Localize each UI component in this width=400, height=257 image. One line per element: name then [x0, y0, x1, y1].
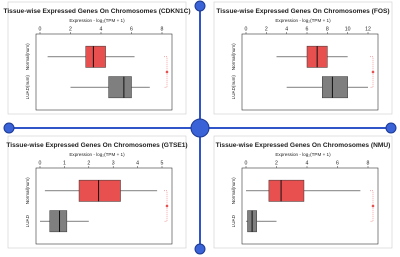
- divider: [3, 0, 397, 255]
- x-tick-label: 1: [63, 160, 66, 166]
- category-label: LUAD(num): [25, 75, 30, 100]
- x-axis-label: Expression - log₂(TPM + 1): [275, 18, 331, 23]
- plot-area: [35, 167, 173, 245]
- category-label: Normal(num): [25, 177, 30, 204]
- plot-area: [35, 33, 173, 111]
- x-tick-label: 8: [161, 26, 164, 32]
- x-tick-label: 2: [275, 160, 278, 166]
- node: [3, 122, 15, 134]
- significance-dot: [165, 204, 169, 208]
- panel-title: Tissue-wise Expressed Genes On Chromosom…: [3, 8, 190, 15]
- box: [49, 210, 68, 233]
- significance-dot: [371, 204, 375, 208]
- x-tick-label: 6: [306, 26, 309, 32]
- node: [385, 122, 397, 134]
- x-axis-label: Expression - log₂(TPM + 1): [275, 152, 331, 157]
- x-tick-label: 0: [39, 160, 42, 166]
- x-tick-label: 3: [112, 160, 115, 166]
- panel-title: Tissue-wise Expressed Genes On Chromosom…: [216, 142, 391, 149]
- x-tick-label: 4: [306, 160, 309, 166]
- x-tick-label: 5: [161, 160, 164, 166]
- node: [194, 243, 206, 255]
- category-label: Normal(num): [25, 43, 30, 70]
- box: [78, 179, 121, 202]
- plot-area: [241, 33, 379, 111]
- x-tick-label: 10: [345, 26, 351, 32]
- box: [85, 45, 106, 68]
- category-label: Normal(num): [231, 43, 236, 70]
- x-tick-label: 8: [326, 26, 329, 32]
- x-tick-label: 2: [265, 26, 268, 32]
- category-label: Normal(num): [231, 177, 236, 204]
- x-tick-label: 0: [39, 26, 42, 32]
- x-tick-label: 0: [245, 160, 248, 166]
- node: [194, 0, 206, 12]
- x-tick-label: 12: [365, 26, 371, 32]
- x-tick-label: 6: [130, 26, 133, 32]
- x-tick-label: 4: [285, 26, 288, 32]
- x-axis-label: Expression - log₂(TPM + 1): [69, 152, 125, 157]
- significance-dot: [165, 70, 169, 74]
- panel: [213, 1, 393, 115]
- box: [268, 179, 305, 202]
- box: [322, 76, 348, 99]
- x-axis-label: Expression - log₂(TPM + 1): [69, 18, 125, 23]
- x-tick-label: 6: [336, 160, 339, 166]
- panel-title: Tissue-wise Expressed Genes On Chromosom…: [6, 142, 187, 149]
- center-node: [190, 118, 210, 138]
- x-tick-label: 4: [100, 26, 103, 32]
- box: [108, 76, 132, 99]
- x-tick-label: 8: [367, 160, 370, 166]
- x-tick-label: 2: [69, 26, 72, 32]
- x-tick-label: 4: [136, 160, 139, 166]
- panel-title: Tissue-wise Expressed Genes On Chromosom…: [216, 8, 389, 15]
- panels: Tissue-wise Expressed Genes On Chromosom…: [3, 1, 393, 249]
- significance-dot: [371, 70, 375, 74]
- category-label: LUAD: [25, 214, 30, 227]
- category-label: LUAD(num): [231, 75, 236, 100]
- plot-area: [241, 167, 379, 245]
- x-tick-label: 2: [87, 160, 90, 166]
- x-tick-label: 0: [245, 26, 248, 32]
- category-label: LUAD: [231, 214, 236, 227]
